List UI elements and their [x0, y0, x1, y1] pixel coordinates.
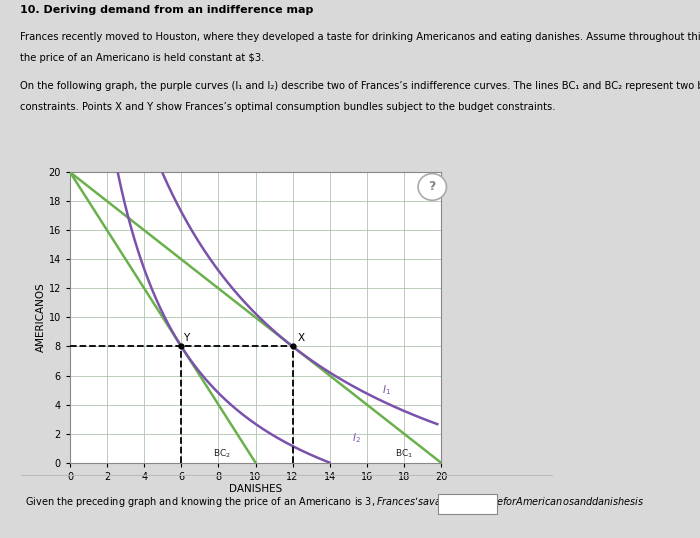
- Text: Y: Y: [183, 332, 190, 343]
- Text: BC$_1$: BC$_1$: [395, 448, 413, 461]
- Y-axis label: AMERICANOS: AMERICANOS: [36, 282, 46, 352]
- Text: Frances recently moved to Houston, where they developed a taste for drinking Ame: Frances recently moved to Houston, where…: [20, 32, 700, 43]
- Text: the price of an Americano is held constant at $3.: the price of an Americano is held consta…: [20, 53, 265, 63]
- Text: Given the preceding graph and knowing the price of an Americano is $3, Frances’s: Given the preceding graph and knowing th…: [25, 495, 644, 509]
- Text: constraints. Points X and Y show Frances’s optimal consumption bundles subject t: constraints. Points X and Y show Frances…: [20, 102, 556, 112]
- Text: 10. Deriving demand from an indifference map: 10. Deriving demand from an indifference…: [20, 5, 314, 15]
- Text: .: .: [492, 495, 495, 505]
- FancyBboxPatch shape: [438, 494, 497, 514]
- Text: On the following graph, the purple curves (I₁ and I₂) describe two of Frances’s : On the following graph, the purple curve…: [20, 81, 700, 91]
- Text: BC$_2$: BC$_2$: [213, 448, 231, 461]
- Circle shape: [418, 174, 447, 200]
- Text: X: X: [298, 332, 305, 343]
- Text: I$_2$: I$_2$: [352, 431, 361, 445]
- Text: ?: ?: [428, 180, 436, 194]
- Text: I$_1$: I$_1$: [382, 383, 391, 397]
- X-axis label: DANISHES: DANISHES: [229, 485, 282, 494]
